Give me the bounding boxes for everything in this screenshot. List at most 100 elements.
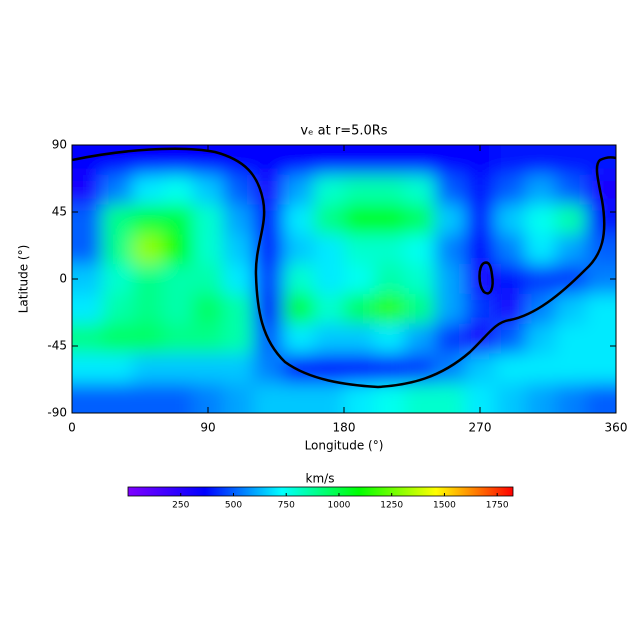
cell — [464, 204, 496, 235]
cell — [495, 234, 526, 265]
cell — [344, 293, 375, 325]
cell — [102, 323, 133, 354]
cell — [434, 264, 466, 295]
cell — [313, 174, 345, 206]
cell — [223, 264, 254, 295]
cell — [162, 264, 194, 295]
cell — [162, 353, 194, 384]
cell — [555, 264, 587, 295]
cell — [72, 174, 103, 206]
cell — [525, 145, 557, 176]
x-tick-label: 0 — [68, 421, 76, 435]
cell — [404, 264, 436, 295]
cell — [253, 174, 285, 206]
x-tick-label: 180 — [333, 421, 356, 435]
cell — [313, 264, 345, 295]
cell — [525, 383, 557, 413]
cell — [253, 353, 285, 384]
cell — [585, 293, 616, 325]
cell — [555, 293, 587, 325]
cell — [434, 204, 466, 235]
cell — [162, 323, 194, 354]
cell — [464, 293, 496, 325]
cell — [253, 145, 285, 176]
cell — [555, 204, 587, 235]
cell — [192, 353, 224, 384]
cell — [404, 174, 436, 206]
cell — [434, 293, 466, 325]
cell — [283, 323, 315, 354]
colorbar-tick-label: 750 — [278, 501, 295, 511]
cell — [72, 293, 103, 325]
cell — [283, 353, 315, 384]
cell — [374, 174, 405, 206]
cell — [132, 353, 164, 384]
cell — [495, 353, 526, 384]
y-axis-label: Latitude (°) — [17, 245, 31, 314]
cell — [555, 353, 587, 384]
cell — [72, 234, 103, 265]
cell — [344, 145, 375, 176]
cell — [525, 323, 557, 354]
cell — [102, 264, 133, 295]
cell — [253, 383, 285, 413]
cell — [374, 383, 405, 413]
contour — [72, 147, 616, 389]
cell — [132, 323, 164, 354]
colorbar-tick-label: 1250 — [380, 501, 403, 511]
x-tick-label: 270 — [469, 421, 492, 435]
cell — [223, 204, 254, 235]
cell — [102, 353, 133, 384]
cell — [283, 293, 315, 325]
cell — [525, 264, 557, 295]
y-tick-label: -90 — [47, 406, 67, 420]
cell — [404, 323, 436, 354]
cell — [344, 204, 375, 235]
cell — [132, 234, 164, 265]
y-tick-label: 90 — [52, 138, 67, 152]
y-tick-label: 0 — [59, 272, 67, 286]
cell — [495, 383, 526, 413]
cell — [495, 264, 526, 295]
cell — [313, 234, 345, 265]
cell — [162, 383, 194, 413]
cell — [404, 145, 436, 176]
cell — [283, 174, 315, 206]
cell — [162, 174, 194, 206]
cell — [404, 234, 436, 265]
cell — [374, 145, 405, 176]
cell — [495, 174, 526, 206]
neutral-line — [72, 147, 616, 389]
cell — [434, 323, 466, 354]
colorbar-tick-label: 1750 — [486, 501, 509, 511]
cell — [72, 353, 103, 384]
cell — [555, 323, 587, 354]
cell — [313, 204, 345, 235]
cell — [495, 323, 526, 354]
colorbar-tick-label: 1000 — [328, 501, 351, 511]
cell — [283, 234, 315, 265]
cell — [525, 234, 557, 265]
cell — [283, 264, 315, 295]
cell — [192, 234, 224, 265]
colorbar-tick-label: 500 — [225, 501, 242, 511]
cell — [434, 234, 466, 265]
cell — [192, 204, 224, 235]
cell — [283, 145, 315, 176]
cell — [192, 293, 224, 325]
cell — [374, 234, 405, 265]
cell — [253, 204, 285, 235]
cell — [223, 323, 254, 354]
cell — [464, 323, 496, 354]
cell — [585, 383, 616, 413]
cell — [464, 234, 496, 265]
cell — [404, 353, 436, 384]
field-area — [72, 145, 616, 413]
cell — [374, 204, 405, 235]
cell — [555, 145, 587, 176]
cell — [525, 204, 557, 235]
cell — [132, 383, 164, 413]
cell — [374, 293, 405, 325]
cell — [192, 264, 224, 295]
cell — [223, 293, 254, 325]
